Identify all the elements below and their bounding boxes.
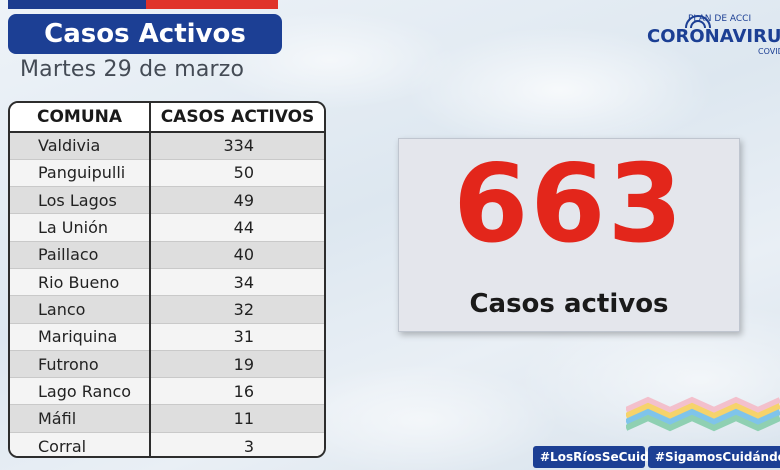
comuna-cell: Futrono: [10, 350, 151, 379]
comuna-cell: Máfil: [10, 404, 151, 433]
table-row: Los Lagos 49: [10, 186, 324, 215]
comuna-cell: La Unión: [10, 213, 151, 242]
comuna-cell: Valdivia: [10, 132, 151, 160]
logo-suffix: COVID: [758, 47, 780, 56]
table-header-row: COMUNA CASOS ACTIVOS: [10, 103, 324, 133]
casos-cell: 16: [150, 377, 324, 406]
logo-plan-text: PLAN DE ACCI: [688, 14, 752, 24]
total-panel: 663 Casos activos: [398, 138, 740, 332]
casos-cell: 334: [150, 132, 324, 160]
casos-cell: 50: [150, 159, 324, 188]
table-row: Valdivia 334: [10, 132, 324, 160]
casos-cell: 34: [150, 268, 324, 297]
table-row: Futrono 19: [10, 350, 324, 379]
table-row: Paillaco 40: [10, 241, 324, 269]
total-label: Casos activos: [469, 289, 669, 319]
table-row: Rio Bueno 34: [10, 268, 324, 297]
table-row: Corral 3: [10, 432, 324, 456]
casos-cell: 49: [150, 186, 324, 215]
table-row: Lanco 32: [10, 295, 324, 324]
comuna-cell: Paillaco: [10, 241, 151, 269]
cases-table: COMUNA CASOS ACTIVOS Valdivia 334 Panguipu…: [8, 101, 326, 458]
comuna-cell: Lago Ranco: [10, 377, 151, 406]
header-casos-activos: CASOS ACTIVOS: [150, 103, 324, 133]
comuna-cell: Lanco: [10, 295, 151, 324]
logo-name: CORONAVIRU: [647, 26, 780, 47]
casos-cell: 44: [150, 213, 324, 242]
flag-bar: [8, 0, 278, 9]
coronavirus-plan-logo: PLAN DE ACCI CORONAVIRU COVID: [640, 8, 780, 56]
comuna-cell: Los Lagos: [10, 186, 151, 215]
report-date: Martes 29 de marzo: [20, 57, 245, 82]
casos-cell: 11: [150, 404, 324, 433]
comuna-cell: Mariquina: [10, 323, 151, 351]
header-comuna: COMUNA: [10, 103, 151, 133]
casos-cell: 32: [150, 295, 324, 324]
comuna-cell: Corral: [10, 432, 151, 456]
total-value: 663: [453, 142, 685, 267]
hashtag-sigamos: #SigamosCuidándon: [648, 446, 780, 468]
comuna-cell: Rio Bueno: [10, 268, 151, 297]
casos-cell: 40: [150, 241, 324, 269]
table-row: Mariquina 31: [10, 323, 324, 351]
casos-cell: 3: [150, 432, 324, 456]
table-row: Lago Ranco 16: [10, 377, 324, 406]
decorative-ribbon: [626, 396, 780, 432]
table-row: Panguipulli 50: [10, 159, 324, 188]
comuna-cell: Panguipulli: [10, 159, 151, 188]
page-title: Casos Activos: [8, 14, 282, 54]
table-row: Máfil 11: [10, 404, 324, 433]
hashtag-los-rios: #LosRíosSeCuida: [533, 446, 657, 468]
casos-cell: 19: [150, 350, 324, 379]
sun-icon: [685, 15, 711, 28]
casos-cell: 31: [150, 323, 324, 351]
table-row: La Unión 44: [10, 213, 324, 242]
